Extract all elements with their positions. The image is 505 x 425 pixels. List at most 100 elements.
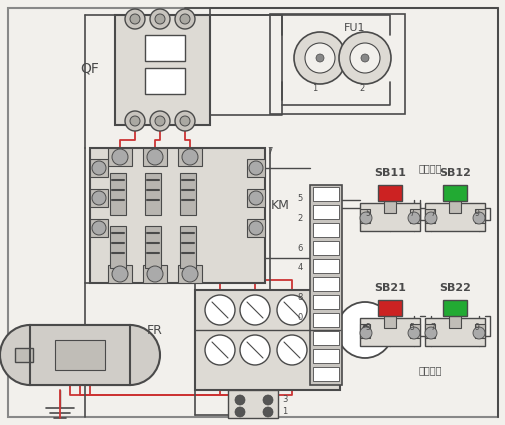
- Circle shape: [336, 302, 392, 358]
- Circle shape: [276, 295, 307, 325]
- Circle shape: [175, 111, 194, 131]
- Circle shape: [349, 43, 379, 73]
- Circle shape: [424, 327, 436, 339]
- Circle shape: [112, 266, 128, 282]
- Bar: [15, 348, 33, 362]
- Bar: [180, 226, 195, 268]
- Text: 7: 7: [430, 323, 435, 332]
- Text: 7: 7: [430, 209, 435, 218]
- Bar: [313, 259, 338, 273]
- Circle shape: [234, 407, 244, 417]
- Bar: [30, 325, 130, 385]
- Bar: [90, 159, 108, 177]
- Bar: [30, 325, 130, 385]
- Bar: [115, 15, 210, 125]
- Bar: [313, 205, 338, 219]
- Circle shape: [205, 335, 234, 365]
- Text: 甲地控制: 甲地控制: [418, 163, 441, 173]
- Bar: [313, 295, 338, 309]
- Circle shape: [149, 9, 170, 29]
- Bar: [246, 219, 265, 237]
- Circle shape: [182, 266, 197, 282]
- Bar: [313, 241, 338, 255]
- Text: 2: 2: [297, 213, 302, 223]
- Circle shape: [125, 9, 145, 29]
- Text: 乙地控制: 乙地控制: [418, 365, 441, 375]
- Circle shape: [239, 295, 270, 325]
- Bar: [178, 265, 201, 283]
- Circle shape: [147, 149, 163, 165]
- Bar: [359, 324, 369, 338]
- Bar: [108, 265, 132, 283]
- Circle shape: [205, 295, 234, 325]
- Circle shape: [316, 54, 323, 62]
- Text: SB22: SB22: [438, 283, 470, 293]
- Bar: [145, 173, 161, 215]
- Bar: [359, 318, 419, 346]
- Text: FU1: FU1: [343, 23, 365, 33]
- Bar: [246, 189, 265, 207]
- Bar: [55, 340, 105, 370]
- Text: 9: 9: [474, 323, 479, 332]
- Circle shape: [472, 327, 484, 339]
- Circle shape: [263, 407, 273, 417]
- Circle shape: [180, 116, 189, 126]
- Text: 2: 2: [359, 83, 364, 93]
- Bar: [90, 189, 108, 207]
- Circle shape: [130, 116, 140, 126]
- Circle shape: [263, 395, 273, 405]
- Bar: [194, 290, 339, 390]
- Bar: [90, 148, 265, 283]
- Circle shape: [424, 212, 436, 224]
- Circle shape: [239, 335, 270, 365]
- Bar: [448, 314, 460, 328]
- Bar: [228, 390, 277, 418]
- Text: KM: KM: [270, 198, 289, 212]
- Text: 3: 3: [365, 323, 370, 332]
- Circle shape: [149, 111, 170, 131]
- Circle shape: [407, 327, 419, 339]
- Circle shape: [175, 9, 194, 29]
- Bar: [377, 185, 401, 201]
- Bar: [145, 35, 185, 61]
- Text: 7: 7: [409, 209, 414, 218]
- Bar: [424, 209, 434, 223]
- Circle shape: [182, 149, 197, 165]
- Circle shape: [338, 32, 390, 84]
- Bar: [448, 199, 460, 213]
- Circle shape: [180, 14, 189, 24]
- Text: 9: 9: [474, 209, 479, 218]
- Text: 5: 5: [297, 193, 302, 202]
- Bar: [383, 199, 395, 213]
- Bar: [30, 325, 130, 385]
- Bar: [359, 209, 369, 223]
- Text: 5: 5: [409, 323, 414, 332]
- Bar: [409, 209, 419, 223]
- Text: FR: FR: [147, 323, 163, 337]
- Circle shape: [234, 395, 244, 405]
- Bar: [474, 209, 484, 223]
- Circle shape: [276, 335, 307, 365]
- Bar: [313, 223, 338, 237]
- Circle shape: [407, 212, 419, 224]
- Circle shape: [92, 191, 106, 205]
- Circle shape: [155, 14, 165, 24]
- Circle shape: [92, 161, 106, 175]
- Circle shape: [130, 14, 140, 24]
- Bar: [313, 331, 338, 345]
- Bar: [424, 318, 484, 346]
- Text: A: A: [359, 323, 370, 337]
- Circle shape: [305, 43, 334, 73]
- Text: 8: 8: [297, 294, 302, 303]
- Bar: [270, 14, 404, 114]
- Text: 7: 7: [267, 147, 272, 156]
- Circle shape: [248, 161, 263, 175]
- Bar: [313, 277, 338, 291]
- Circle shape: [360, 54, 368, 62]
- Circle shape: [472, 212, 484, 224]
- Circle shape: [248, 221, 263, 235]
- Bar: [377, 300, 401, 316]
- Text: 4: 4: [297, 264, 302, 272]
- Bar: [145, 226, 161, 268]
- Bar: [178, 148, 201, 166]
